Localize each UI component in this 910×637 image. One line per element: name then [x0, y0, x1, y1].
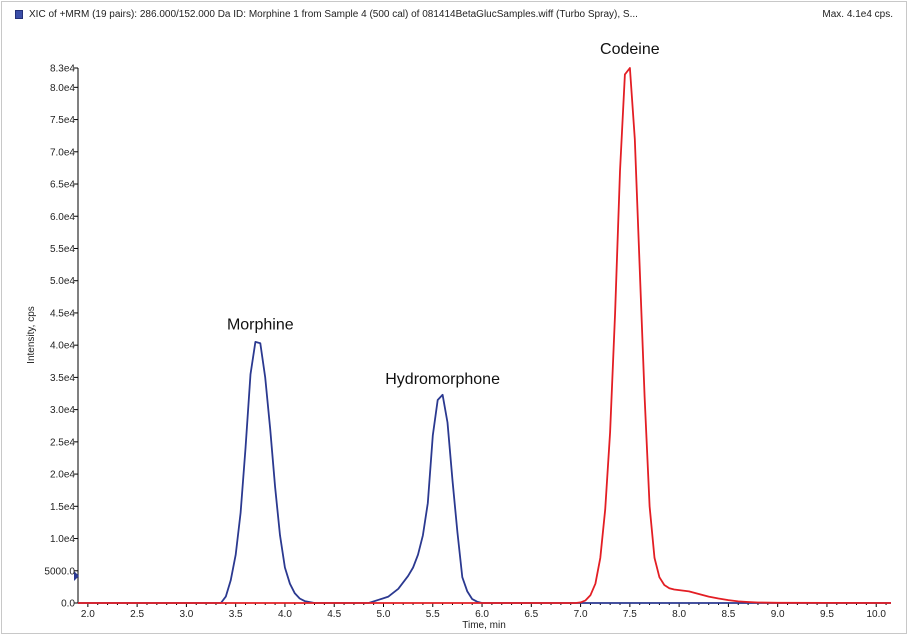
- x-tick-label: 7.0: [574, 609, 588, 620]
- x-tick-label: 4.5: [327, 609, 341, 620]
- y-tick-label: 5.5e4: [50, 244, 75, 255]
- x-tick-label: 9.5: [820, 609, 834, 620]
- x-tick-label: 5.5: [426, 609, 440, 620]
- x-tick-label: 9.0: [771, 609, 785, 620]
- y-tick-label: 6.0e4: [50, 212, 75, 223]
- x-tick-label: 3.0: [179, 609, 193, 620]
- x-tick-label: 5.0: [377, 609, 391, 620]
- x-tick-label: 4.0: [278, 609, 292, 620]
- y-tick-label: 3.0e4: [50, 405, 75, 416]
- y-tick-label: 4.0e4: [50, 341, 75, 352]
- y-tick-label: 4.5e4: [50, 308, 75, 319]
- peak-label: Morphine: [227, 317, 294, 334]
- series-line-1: [78, 67, 892, 604]
- ticks: [74, 67, 887, 607]
- y-tick-label: 8.3e4: [50, 64, 75, 75]
- y-tick-label: 1.5e4: [50, 502, 75, 513]
- axes: [74, 68, 891, 604]
- y-tick-label: 7.5e4: [50, 115, 75, 126]
- y-tick-label: 6.5e4: [50, 180, 75, 191]
- y-tick-label: 0.0: [61, 599, 75, 610]
- x-tick-label: 10.0: [866, 609, 886, 620]
- x-tick-label: 3.5: [229, 609, 243, 620]
- y-tick-label: 5000.0: [44, 566, 75, 577]
- x-tick-label: 2.0: [81, 609, 95, 620]
- y-axis-marker-icon: [74, 571, 79, 581]
- peak-label: Codeine: [600, 41, 660, 58]
- max-intensity-label: Max. 4.1e4 cps.: [822, 9, 893, 20]
- y-tick-label: 1.0e4: [50, 534, 75, 545]
- y-tick-label: 2.0e4: [50, 470, 75, 481]
- y-tick-label: 5.0e4: [50, 276, 75, 287]
- x-tick-label: 6.5: [524, 609, 538, 620]
- trace-color-icon: [15, 10, 23, 19]
- y-axis-label: Intensity, cps: [26, 306, 37, 364]
- series: [78, 67, 892, 604]
- x-tick-label: 8.5: [721, 609, 735, 620]
- tick-labels: 2.0 2.5 3.0 3.5 4.0 4.5 5.0 5.5 6.0 6.5 7.0 7.5 8.0 8…: [44, 64, 886, 621]
- x-tick-label: 7.5: [623, 609, 637, 620]
- peak-label: Hydromorphone: [385, 371, 500, 388]
- annotations: Morphine Hydromorphone Codeine: [227, 41, 660, 388]
- x-tick-label: 6.0: [475, 609, 489, 620]
- x-tick-label: 2.5: [130, 609, 144, 620]
- x-axis-label: Time, min: [462, 620, 506, 631]
- y-tick-label: 7.0e4: [50, 147, 75, 158]
- y-tick-label: 8.0e4: [50, 83, 75, 94]
- y-tick-label: 3.5e4: [50, 373, 75, 384]
- chart-header-title: XIC of +MRM (19 pairs): 286.000/152.000 …: [29, 9, 638, 20]
- y-tick-label: 2.5e4: [50, 437, 75, 448]
- x-tick-label: 8.0: [672, 609, 686, 620]
